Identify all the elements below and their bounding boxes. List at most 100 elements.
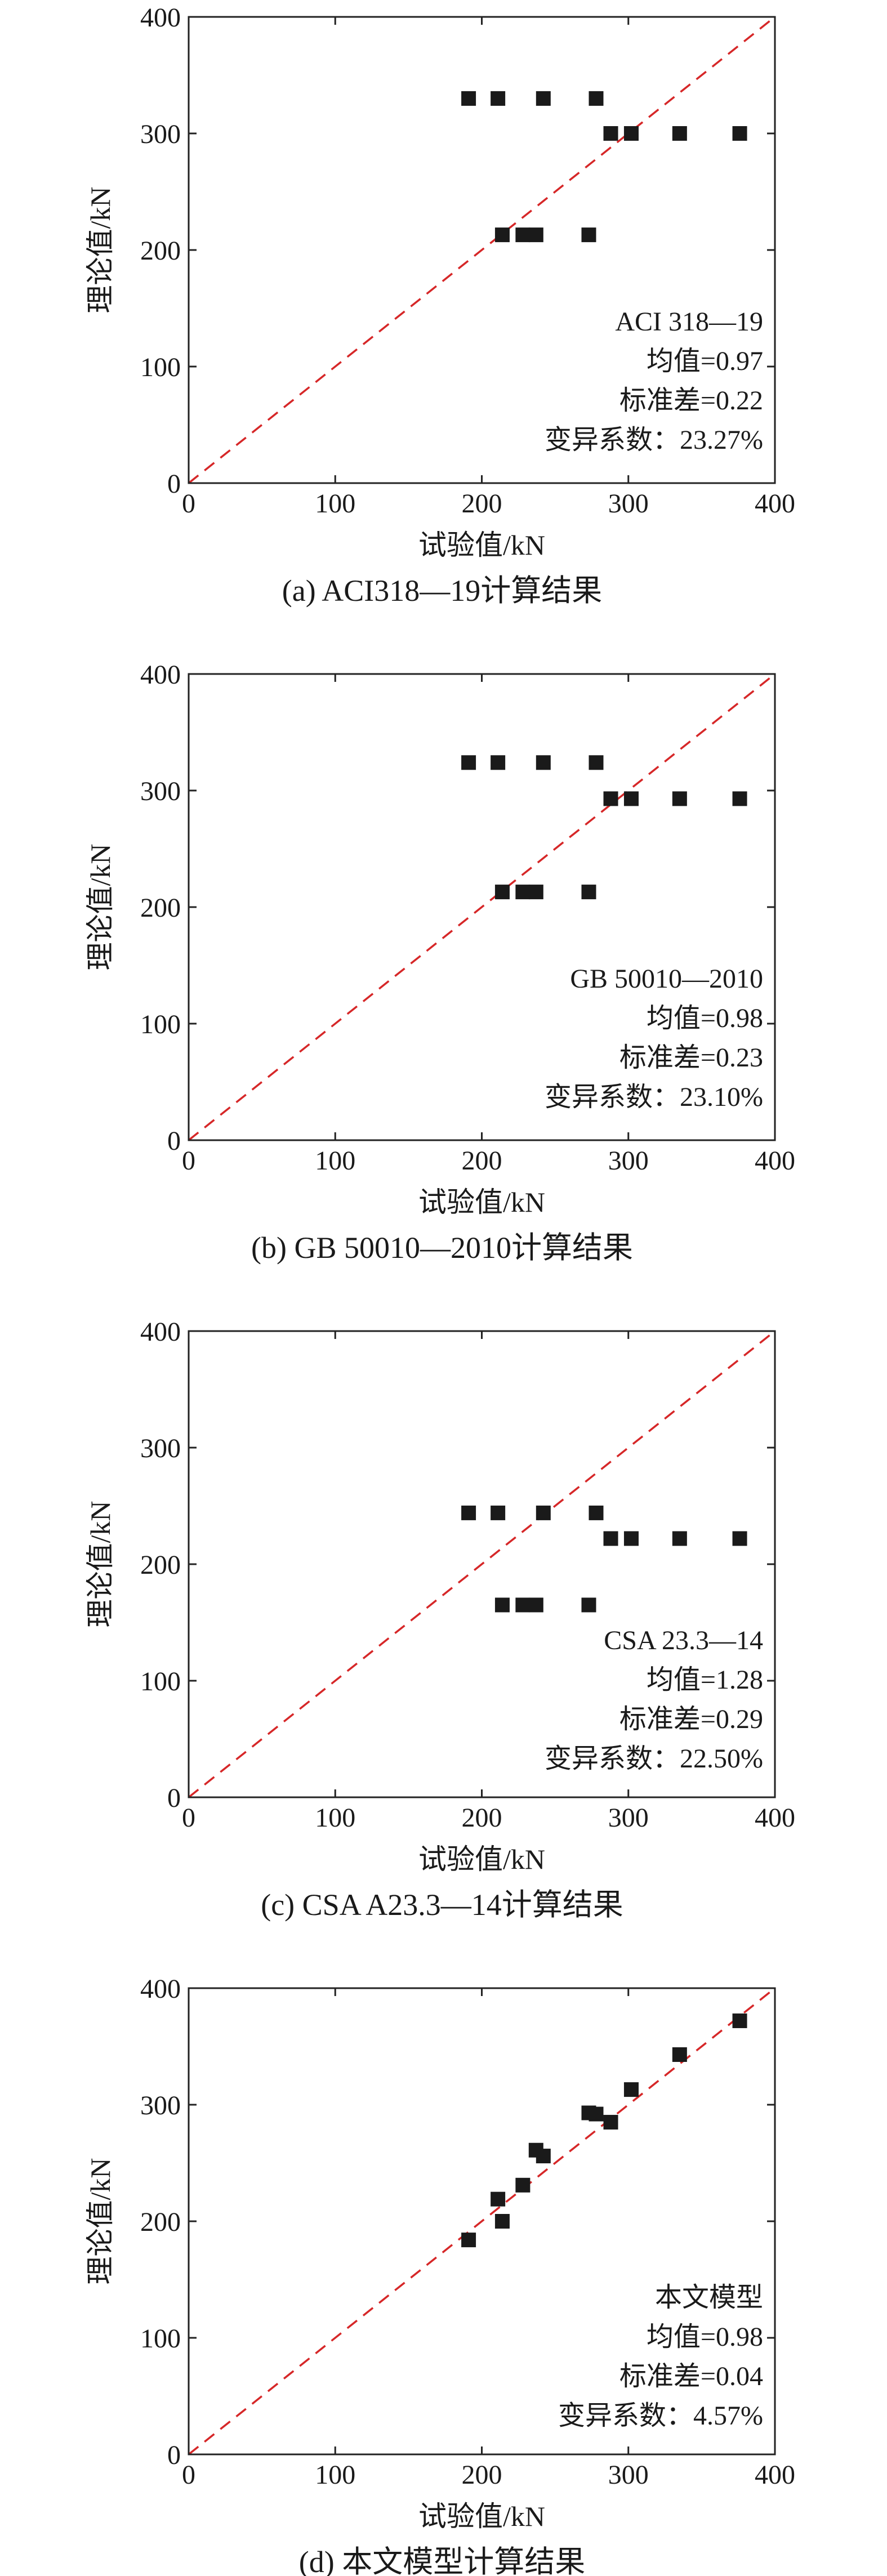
data-point <box>623 791 639 806</box>
data-point <box>623 126 639 141</box>
y-tick-label: 0 <box>167 1126 181 1156</box>
x-tick-label: 200 <box>462 489 502 519</box>
x-tick-label: 0 <box>182 1803 195 1833</box>
data-point <box>515 227 531 243</box>
x-tick-label: 100 <box>315 2460 355 2490</box>
y-tick-label: 400 <box>140 660 181 690</box>
y-tick-label: 200 <box>140 893 181 923</box>
data-point <box>461 2233 476 2248</box>
stats-annotation: 变异系数：22.50% <box>545 1744 763 1774</box>
x-tick-label: 100 <box>315 1146 355 1176</box>
x-axis-title: 试验值/kN <box>418 1843 545 1875</box>
data-point <box>589 2106 604 2122</box>
reference-line <box>188 673 776 1141</box>
stats-annotation: CSA 23.3—14 <box>604 1626 763 1655</box>
data-point <box>536 91 551 106</box>
reference-line <box>188 16 776 484</box>
data-point <box>581 885 596 900</box>
stats-annotation: 标准差=0.22 <box>619 386 763 416</box>
data-point <box>732 126 747 141</box>
data-point <box>603 791 618 806</box>
data-point <box>589 91 604 106</box>
data-point <box>672 791 687 806</box>
data-point <box>461 755 476 770</box>
data-point <box>528 227 543 243</box>
y-tick-label: 300 <box>140 119 181 149</box>
data-point <box>536 2149 551 2164</box>
panel-caption: (d) 本文模型计算结果 <box>299 2545 585 2576</box>
panel-caption: (b) GB 50010—2010计算结果 <box>251 1231 633 1265</box>
data-point <box>528 885 543 900</box>
data-point <box>603 2115 618 2130</box>
y-tick-label: 0 <box>167 1783 181 1813</box>
data-point <box>528 1597 543 1613</box>
x-axis-title: 试验值/kN <box>418 2501 545 2532</box>
data-point <box>589 755 604 770</box>
y-tick-label: 300 <box>140 776 181 806</box>
data-point <box>515 1597 531 1613</box>
stats-annotation: 标准差=0.23 <box>619 1043 763 1073</box>
data-point <box>461 1505 476 1520</box>
y-tick-label: 100 <box>140 1010 181 1039</box>
data-point <box>461 91 476 106</box>
data-point <box>623 1531 639 1546</box>
y-tick-label: 100 <box>140 352 181 382</box>
data-point <box>491 755 506 770</box>
x-tick-label: 400 <box>755 1803 795 1833</box>
stats-annotation: GB 50010—2010 <box>570 964 763 994</box>
data-point <box>732 791 747 806</box>
y-axis-title: 理论值/kN <box>84 1501 116 1628</box>
x-tick-label: 200 <box>462 1803 502 1833</box>
x-tick-label: 100 <box>315 489 355 519</box>
data-point <box>581 1597 596 1613</box>
x-tick-label: 200 <box>462 2460 502 2490</box>
x-tick-label: 200 <box>462 1146 502 1176</box>
x-axis-title: 试验值/kN <box>418 529 545 561</box>
x-tick-label: 100 <box>315 1803 355 1833</box>
y-axis-title: 理论值/kN <box>84 844 116 971</box>
stats-annotation: 均值=1.28 <box>647 1665 763 1695</box>
y-axis-title: 理论值/kN <box>84 2158 116 2285</box>
data-point <box>732 2013 747 2028</box>
stats-annotation: 均值=0.97 <box>647 346 763 376</box>
x-tick-label: 400 <box>755 2460 795 2490</box>
data-point <box>536 755 551 770</box>
stats-annotation: 均值=0.98 <box>647 1003 763 1033</box>
data-point <box>581 227 596 243</box>
y-tick-label: 200 <box>140 236 181 266</box>
reference-line <box>188 1330 776 1798</box>
x-tick-label: 0 <box>182 1146 195 1176</box>
stats-annotation: 变异系数：23.27% <box>545 425 763 455</box>
stats-annotation: 标准差=0.29 <box>619 1704 763 1734</box>
data-point <box>491 1505 506 1520</box>
data-point <box>515 885 531 900</box>
y-tick-label: 400 <box>140 1974 181 2004</box>
data-point <box>672 1531 687 1546</box>
stats-annotation: 本文模型 <box>655 2283 763 2312</box>
data-point <box>494 885 510 900</box>
y-tick-label: 100 <box>140 1667 181 1697</box>
stats-annotation: ACI 318—19 <box>615 307 763 337</box>
y-tick-label: 300 <box>140 2091 181 2120</box>
stats-annotation: 变异系数：4.57% <box>558 2401 763 2431</box>
stats-annotation: 变异系数：23.10% <box>545 1082 763 1112</box>
y-tick-label: 200 <box>140 2207 181 2237</box>
y-axis-title: 理论值/kN <box>84 187 116 314</box>
data-point <box>491 2191 506 2207</box>
data-point <box>515 2177 531 2193</box>
data-point <box>603 126 618 141</box>
x-tick-label: 0 <box>182 2460 195 2490</box>
data-point <box>494 1597 510 1613</box>
stats-annotation: 均值=0.98 <box>647 2322 763 2352</box>
data-point <box>623 2082 639 2097</box>
data-point <box>589 1505 604 1520</box>
panel-caption: (a) ACI318—19计算结果 <box>282 574 602 608</box>
data-point <box>732 1531 747 1546</box>
y-tick-label: 0 <box>167 2440 181 2470</box>
x-tick-label: 300 <box>608 2460 649 2490</box>
chart-panel-0: 0 100 200 300 400 0 100 200 300 400 ACI 318—19 均值=0… <box>84 3 795 608</box>
data-point <box>603 1531 618 1546</box>
x-tick-label: 0 <box>182 489 195 519</box>
